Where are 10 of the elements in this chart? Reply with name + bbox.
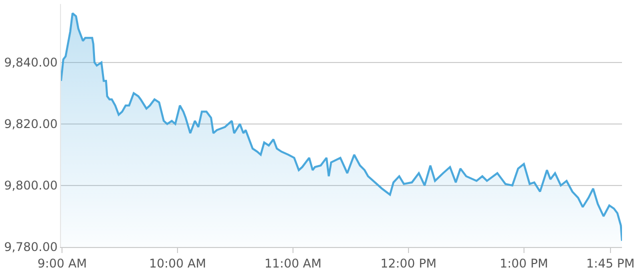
- y-tick-label: 9,780.00: [4, 240, 58, 254]
- x-tick-label: 9:00 AM: [37, 256, 87, 270]
- x-tick-label: 1:00 PM: [500, 256, 548, 270]
- y-tick-label: 9,820.00: [4, 117, 58, 132]
- x-tick-label: 12:00 PM: [380, 256, 436, 270]
- x-tick-label: 10:00 AM: [149, 256, 206, 270]
- x-tick-label: 11:00 AM: [264, 256, 322, 270]
- y-tick-label: 9,840.00: [4, 56, 58, 70]
- y-tick-label: 9,800.00: [4, 178, 58, 193]
- x-tick-label: 1:45 PM: [586, 256, 635, 270]
